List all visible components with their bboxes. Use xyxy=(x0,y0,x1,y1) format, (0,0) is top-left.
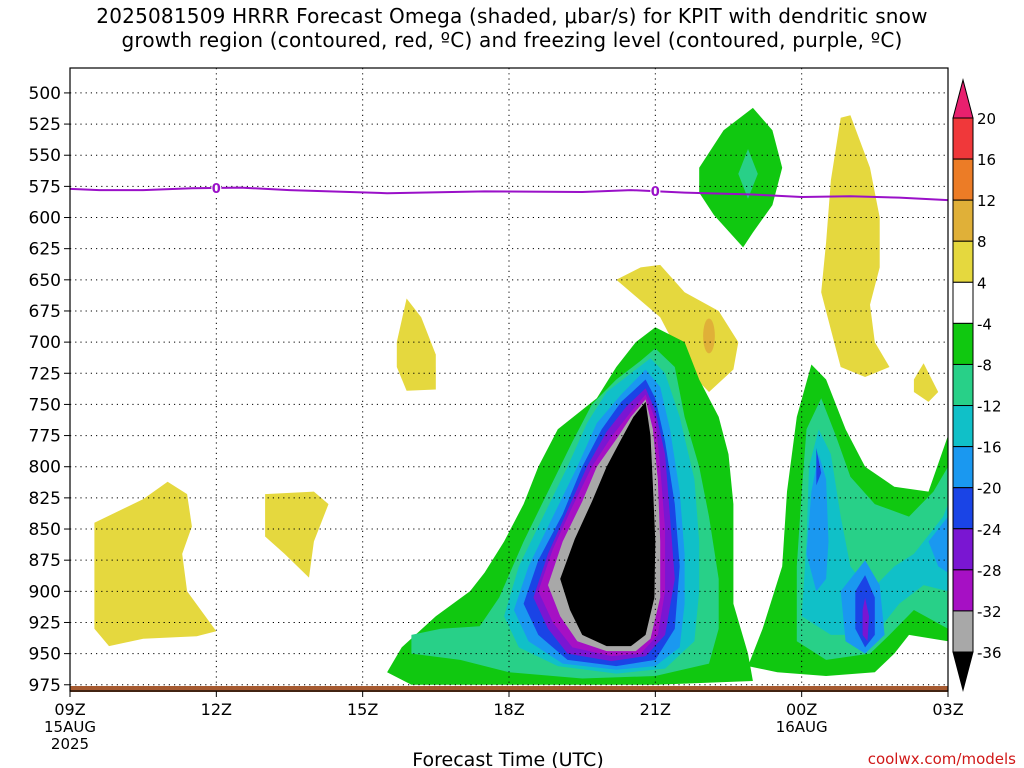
colorbar-box xyxy=(952,487,974,530)
y-tick-label: 775 xyxy=(29,427,61,447)
colorbar: 20 16 12 8 4 -4 -8 -12 -16 -20 -24 -28 -32 -36 xyxy=(952,78,1002,692)
y-tick-label: 825 xyxy=(29,489,61,509)
colorbar-box xyxy=(952,569,974,612)
y-tick-label: 550 xyxy=(29,146,61,166)
colorbar-label: 8 xyxy=(977,233,987,251)
omega-shading-region xyxy=(703,318,715,354)
omega-shading-region xyxy=(560,401,656,647)
y-tick-label: 925 xyxy=(29,613,61,633)
colorbar-label: -20 xyxy=(977,480,1002,498)
y-tick-label: 800 xyxy=(29,458,61,478)
colorbar-label: -32 xyxy=(977,603,1002,621)
chart-title-line-2: growth region (contoured, red, ºC) and f… xyxy=(121,28,903,52)
x-tick-label: 00Z xyxy=(786,700,817,719)
x-date-label: 15AUG xyxy=(44,718,96,736)
colorbar-box xyxy=(952,240,974,283)
omega-shading-region xyxy=(616,264,739,392)
freezing-level-label: 0 xyxy=(212,182,221,197)
omega-shading-region xyxy=(806,454,829,592)
colorbar-box xyxy=(952,199,974,242)
x-tick-label: 03Z xyxy=(932,700,963,719)
colorbar-box xyxy=(952,610,974,653)
colorbar-label: -28 xyxy=(977,562,1002,580)
y-tick-label: 575 xyxy=(29,177,61,197)
y-tick-label: 500 xyxy=(29,84,61,104)
ground-strip xyxy=(70,686,948,692)
x-tick-label: 18Z xyxy=(493,700,524,719)
colorbar-label: -8 xyxy=(977,356,992,374)
y-tick-label: 525 xyxy=(29,115,61,135)
colorbar-top-arrow xyxy=(952,78,974,119)
x-date-label: 2025 xyxy=(51,735,89,753)
colorbar-label: -12 xyxy=(977,398,1002,416)
y-tick-label: 650 xyxy=(29,271,61,291)
omega-shading-region xyxy=(801,429,948,635)
omega-shading-region xyxy=(928,516,948,573)
chart-title: 2025081509 HRRR Forecast Omega (shaded, … xyxy=(0,4,1024,52)
y-tick-label: 900 xyxy=(29,582,61,602)
colorbar-box xyxy=(952,158,974,201)
y-tick-label: 700 xyxy=(29,333,61,353)
colorbar-label: 20 xyxy=(977,110,996,128)
colorbar-bottom-arrow xyxy=(952,651,974,692)
y-tick-label: 725 xyxy=(29,364,61,384)
colorbar-label: -24 xyxy=(977,521,1002,539)
x-tick-label: 15Z xyxy=(347,700,378,719)
colorbar-box xyxy=(952,322,974,365)
ground-layer xyxy=(70,686,948,692)
x-date-label: 16AUG xyxy=(776,718,828,736)
x-tick-label: 09Z xyxy=(54,700,85,719)
y-tick-label: 875 xyxy=(29,551,61,571)
y-tick-label: 975 xyxy=(29,676,61,696)
y-tick-label: 675 xyxy=(29,302,61,322)
omega-shading-region xyxy=(821,115,890,378)
omega-shading-region xyxy=(862,597,869,642)
y-tick-label: 850 xyxy=(29,520,61,540)
colorbar-label: 16 xyxy=(977,151,996,169)
grid-layer xyxy=(69,68,949,691)
y-tick-label: 950 xyxy=(29,645,61,665)
colorbar-label: -4 xyxy=(977,315,992,333)
omega-shading-region xyxy=(816,448,822,486)
colorbar-box xyxy=(952,528,974,571)
y-tick-label: 750 xyxy=(29,395,61,415)
freezing-level-line xyxy=(69,186,949,202)
omega-shading-region xyxy=(913,363,939,402)
omega-shading-region xyxy=(94,481,217,647)
x-tick-label: 21Z xyxy=(640,700,671,719)
colorbar-box xyxy=(952,117,974,160)
attribution-text: coolwx.com/models xyxy=(868,750,1016,768)
y-axis: 500 525 550 575 600 625 650 675 700 725 750 775 800 8… xyxy=(29,84,70,696)
x-axis-label: Forecast Time (UTC) xyxy=(412,749,603,768)
y-tick-label: 625 xyxy=(29,240,61,260)
colorbar-label: 4 xyxy=(977,274,987,292)
freezing-level-label-bg xyxy=(650,184,661,199)
omega-shading-layer xyxy=(94,107,948,685)
omega-shading-region xyxy=(265,491,329,578)
colorbar-label: -16 xyxy=(977,439,1002,457)
omega-shading-region xyxy=(738,149,758,199)
colorbar-box xyxy=(952,405,974,448)
x-tick-label: 12Z xyxy=(201,700,232,719)
colorbar-box xyxy=(952,281,974,324)
freezing-level-label-bg xyxy=(211,180,222,195)
freezing-level-label: 0 xyxy=(651,185,660,200)
omega-shading-region xyxy=(396,298,436,391)
colorbar-label: 12 xyxy=(977,192,996,210)
colorbar-label: -36 xyxy=(977,644,1002,662)
colorbar-box xyxy=(952,363,974,407)
chart-title-line-1: 2025081509 HRRR Forecast Omega (shaded, … xyxy=(96,4,928,28)
colorbar-box xyxy=(952,446,974,489)
y-tick-label: 600 xyxy=(29,209,61,229)
